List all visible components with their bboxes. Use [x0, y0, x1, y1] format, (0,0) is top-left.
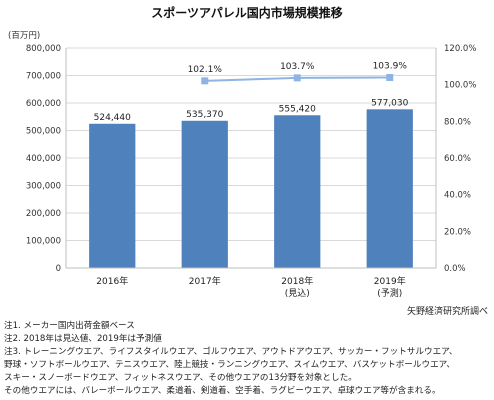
bar-value-label: 577,030 [371, 98, 408, 108]
y-tick-label: 500,000 [26, 127, 61, 137]
y2-tick-label: 0.0% [444, 264, 466, 274]
y-axis-primary: 0 100,000 200,000 300,000 400,000 500,000 600,… [26, 44, 67, 274]
y-tick-label: 300,000 [26, 182, 61, 192]
growth-point [293, 74, 301, 82]
x-axis: 2016年 2017年 2018年(見込) 2019年(予測) [66, 267, 436, 299]
y2-tick-label: 60.0% [444, 154, 471, 164]
note-line: 野球・ソフトボールウエア、テニスウエア、陸上競技・ランニングウエア、スイムウエア… [4, 360, 455, 370]
x-tick-sublabel: (予測) [377, 287, 402, 299]
y-tick-label: 800,000 [26, 44, 61, 54]
growth-point [201, 77, 209, 85]
y-tick-label: 100,000 [26, 237, 61, 247]
growth-point-label: 103.7% [280, 62, 315, 72]
growth-point-label: 102.1% [188, 65, 223, 75]
x-tick-label: 2017年 [189, 275, 221, 287]
y2-tick-label: 80.0% [444, 117, 471, 127]
y-tick-label: 700,000 [26, 72, 61, 82]
y-axis-secondary: 0.0% 20.0% 40.0% 60.0% 80.0% 100.0% 120.0% [435, 44, 476, 274]
note-line: その他ウエアには、バレーボールウエア、柔道着、剣道着、空手着、ラグビーウエア、卓… [4, 386, 441, 396]
y-tick-label: 0 [56, 264, 61, 274]
y-axis-unit-label: (百万円) [8, 31, 40, 41]
bar-line-chart: 0 100,000 200,000 300,000 400,000 500,000 600,… [8, 31, 476, 299]
bar [274, 115, 321, 269]
x-tick-sublabel: (見込) [285, 288, 310, 299]
chart-title: スポーツアパレル国内市場規模推移 [151, 6, 343, 20]
y2-tick-label: 20.0% [444, 227, 471, 237]
growth-point-label: 103.9% [373, 62, 408, 72]
bar-value-label: 555,420 [279, 104, 316, 114]
bar-value-label: 524,440 [94, 113, 131, 123]
notes-block: 注1. メーカー国内出荷金額ベース 注2. 2018年は見込値、2019年は予測… [4, 320, 490, 398]
y2-tick-label: 100.0% [444, 81, 476, 91]
growth-line-series: 102.1% 103.7% 103.9% [188, 62, 408, 85]
bar-series: 524,440 535,370 555,420 577,030 [89, 98, 413, 269]
growth-point [386, 74, 394, 82]
note-line: スキー・スノーボードウエア、フィットネスウエア、その他ウエアの13分野を対象とし… [4, 373, 357, 383]
source-credit: 矢野経済研究所調べ [406, 307, 488, 317]
y-tick-label: 600,000 [26, 99, 61, 109]
note-line: 注2. 2018年は見込値、2019年は予測値 [4, 334, 162, 344]
y-tick-label: 200,000 [26, 209, 61, 219]
y2-tick-label: 120.0% [444, 44, 476, 54]
note-line: 注3. トレーニングウエア、ライフスタイルウエア、ゴルフウエア、アウトドアウエア… [4, 347, 458, 357]
bar [366, 109, 413, 269]
bar [181, 120, 228, 268]
y-tick-label: 400,000 [26, 154, 61, 164]
bar-value-label: 535,370 [186, 110, 223, 120]
note-line: 注1. メーカー国内出荷金額ベース [4, 321, 135, 331]
x-tick-label: 2019年 [374, 275, 406, 287]
y2-tick-label: 40.0% [444, 191, 471, 201]
x-tick-label: 2018年 [281, 275, 313, 287]
x-tick-label: 2016年 [96, 275, 128, 287]
bar [89, 123, 136, 269]
